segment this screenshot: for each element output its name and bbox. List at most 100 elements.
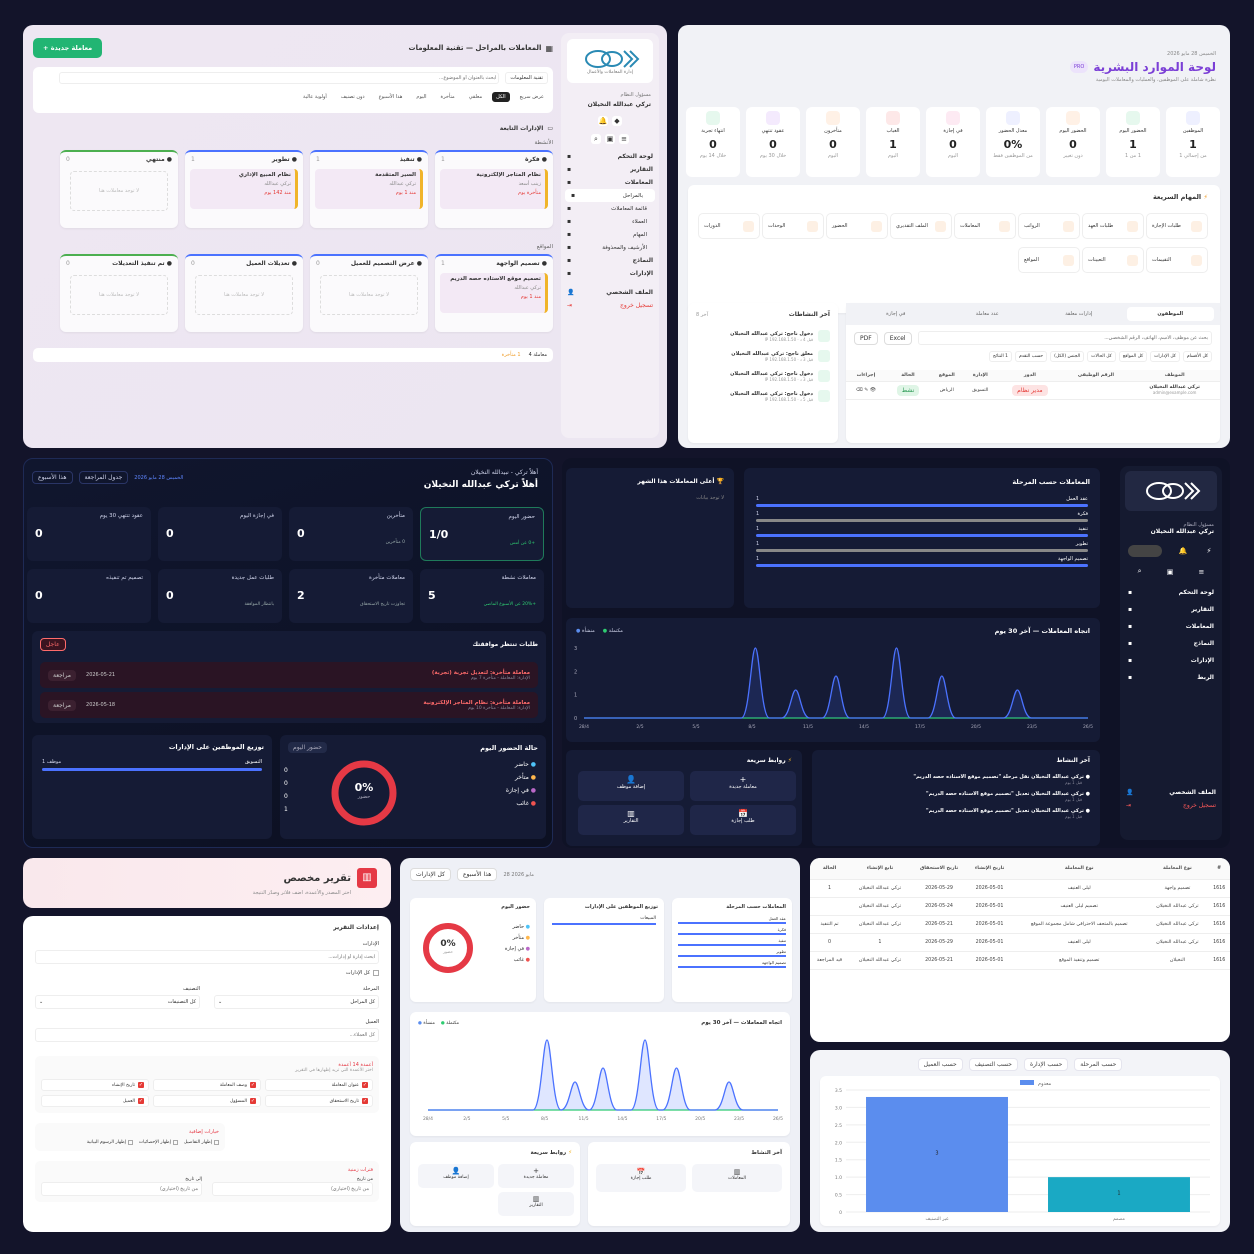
extra-option[interactable]: إظهار التفاصيل [184, 1140, 219, 1145]
pin-icon[interactable]: ◆ [612, 116, 622, 126]
export-excel-button[interactable]: Excel [883, 331, 912, 345]
sidebar-item[interactable]: المهام ▪ [561, 228, 659, 241]
search-input[interactable] [59, 72, 500, 84]
filter-select[interactable]: الجنس (الكل) [1050, 351, 1085, 362]
new-transaction-button[interactable]: + معاملة جديدة [33, 38, 103, 58]
quick-link-button[interactable]: ▥ التقارير [578, 805, 684, 835]
table-row[interactable]: تركي عبدالله النخيلان admin@example.com م… [846, 381, 1220, 400]
tab[interactable]: عدد معاملة [975, 311, 999, 317]
employee-name[interactable]: تركي عبدالله النخيلان admin@example.com [1129, 381, 1220, 400]
filter-chip[interactable]: الكل [492, 92, 510, 102]
quick-link-button[interactable]: 👤 إضافة موظف [418, 1164, 494, 1188]
sidebar-item[interactable]: الربط ▪ [1120, 669, 1222, 686]
filter-select[interactable]: 1 النتائج [988, 351, 1012, 362]
row-actions[interactable]: 👁 ✎ ⌫ [846, 381, 886, 400]
table-row[interactable]: 1616 تصميم واجهة ليلى العنيف 2026-05-01 2026… [810, 879, 1230, 898]
checkbox[interactable] [214, 1140, 219, 1145]
export-pdf-button[interactable]: PDF [854, 331, 878, 345]
filter-chip[interactable]: أولوية عالية [303, 94, 327, 100]
column-option[interactable]: ✓ المسؤول [153, 1095, 261, 1107]
quick-link-button[interactable]: 📅 طلب إجازة [690, 805, 796, 835]
checkbox[interactable]: ✓ [250, 1098, 256, 1104]
column-option[interactable]: ✓ تاريخ الاستحقاق [265, 1095, 373, 1107]
quick-task-button[interactable]: الرواتب [1018, 213, 1080, 239]
quick-task-button[interactable]: التقييمات [1146, 247, 1208, 273]
checkbox[interactable] [127, 1140, 133, 1145]
logout-button[interactable]: تسجيل خروج ⇥ [561, 299, 659, 312]
menu-icon[interactable]: ≡ [1198, 567, 1205, 576]
table-row[interactable]: 1616 تركي عبدالله النخيلان ليلى العنيف 2026… [810, 933, 1230, 952]
checkbox[interactable]: ✓ [138, 1082, 144, 1088]
sidebar-item[interactable]: الإدارات ▪ [1120, 652, 1222, 669]
dept-select[interactable]: كل الإدارات [410, 868, 451, 881]
tab[interactable]: في إجازة [886, 311, 906, 317]
class-select[interactable]: كل التصنيفات ⌄ [35, 995, 200, 1009]
range-select[interactable]: هذا الأسبوع [456, 868, 498, 881]
bar[interactable] [866, 1096, 1008, 1212]
quick-task-button[interactable]: الحضور [826, 213, 888, 239]
extra-option[interactable]: إظهار الرسوم البيانية [87, 1140, 133, 1145]
theme-toggle[interactable] [1128, 545, 1162, 557]
sidebar-item[interactable]: النماذج ▪ [561, 254, 659, 267]
quick-link-button[interactable]: + معاملة جديدة [498, 1164, 574, 1188]
dept-search-input[interactable] [35, 950, 379, 964]
tab[interactable]: الموظفون [1126, 307, 1214, 321]
sidebar-item-profile[interactable]: الملف الشخصي 👤 [561, 286, 659, 299]
filter-select[interactable]: كل الإدارات [1150, 351, 1180, 362]
table-row[interactable]: 1616 النخيلان تصميم وتنفيذ الموقع 2026-05-0… [810, 951, 1230, 970]
sidebar-item[interactable]: النماذج ▪ [1120, 635, 1222, 652]
table-row[interactable]: 1616 تركي عبدالله النخيلان تصميم ليلى العن… [810, 897, 1230, 916]
task-card[interactable]: تصميم موقع الاستاذه حصه الدريم تركي عبدال… [440, 273, 548, 313]
sidebar-item-profile[interactable]: الملف الشخصي 👤 [1120, 786, 1222, 799]
menu-icon[interactable]: ≡ [619, 134, 629, 144]
checkbox[interactable]: ✓ [250, 1082, 256, 1088]
sidebar-item[interactable]: المعاملات ▪ [1120, 618, 1222, 635]
sidebar-item[interactable]: التقارير ▪ [561, 163, 659, 176]
group-by-tab[interactable]: حسب العميل [917, 1058, 963, 1071]
filter-select[interactable]: كل الأقسام [1182, 351, 1212, 362]
review-button[interactable]: جدول المراجعة [78, 471, 129, 484]
grid-icon[interactable]: ▣ [605, 134, 615, 144]
task-card[interactable]: نظام المبيع الإداري تركي عبدالله منذ 142 ي… [190, 169, 298, 209]
sidebar-item[interactable]: الإدارات ▪ [561, 267, 659, 280]
logout-button[interactable]: تسجيل خروج ⇥ [1120, 799, 1222, 812]
tab[interactable]: إدارات معلقة [1065, 311, 1093, 317]
filter-chip[interactable]: دون تصنيف [340, 94, 365, 100]
column-option[interactable]: ✓ العميل [41, 1095, 149, 1107]
column-option[interactable]: ✓ وصف المعاملة [153, 1079, 261, 1091]
sidebar-item[interactable]: العملاء ▪ [561, 215, 659, 228]
sidebar-item[interactable]: لوحة التحكم ▪ [561, 150, 659, 163]
bell-icon[interactable]: 🔔 [1178, 547, 1188, 555]
quick-task-button[interactable]: الدورات [698, 213, 760, 239]
filter-chip[interactable]: اليوم [416, 94, 427, 100]
bell-icon[interactable]: 🔔 [598, 116, 608, 126]
extra-option[interactable]: إظهار الإحصائيات [139, 1140, 178, 1145]
review-button[interactable]: مراجعة [48, 699, 77, 711]
sidebar-item[interactable]: المعاملات ▪ [561, 176, 659, 189]
employee-search-input[interactable] [917, 331, 1212, 345]
filter-chip[interactable]: هذا الأسبوع [378, 94, 403, 100]
dept-select[interactable]: تقنية المعلومات [505, 72, 548, 84]
table-row[interactable]: 1616 تركي عبدالله النخيلان تصميم بالمتحف ا… [810, 915, 1230, 934]
sidebar-item[interactable]: التقارير ▪ [1120, 601, 1222, 618]
pending-item[interactable]: مراجعة 2026-05-18 معاملة متأخرة: نظام المت… [40, 692, 538, 718]
search-icon[interactable]: ⌕ [1137, 567, 1142, 575]
quick-task-button[interactable]: التعيينات [1082, 247, 1144, 273]
task-card[interactable]: نظام المتاجر الإلكترونية زينب أسعد متأخرة … [440, 169, 548, 209]
grid-icon[interactable]: ▣ [1166, 567, 1174, 576]
quick-task-button[interactable]: طلبات الإجازة [1146, 213, 1208, 239]
sidebar-item[interactable]: بالمراحل ▪ [565, 189, 655, 202]
quick-link-button[interactable]: 👤 إضافة موظف [578, 771, 684, 801]
all-depts-checkbox[interactable] [373, 970, 379, 976]
bar[interactable] [1048, 1177, 1190, 1212]
quick-task-button[interactable]: الملف التقديري [890, 213, 952, 239]
search-icon[interactable]: ⌕ [591, 134, 601, 144]
checkbox[interactable]: ✓ [138, 1098, 144, 1104]
group-by-tab[interactable]: حسب المرحلة [1074, 1058, 1123, 1071]
to-date-input[interactable] [41, 1182, 202, 1196]
sidebar-item[interactable]: قائمة المعاملات ▪ [561, 202, 659, 215]
task-card[interactable]: السير المتقدمة تركي عبدالله منذ 1 يوم [315, 169, 423, 209]
column-option[interactable]: ✓ عنوان المعاملة [265, 1079, 373, 1091]
client-input[interactable] [35, 1028, 379, 1042]
group-by-tab[interactable]: حسب الإدارة [1023, 1058, 1069, 1071]
